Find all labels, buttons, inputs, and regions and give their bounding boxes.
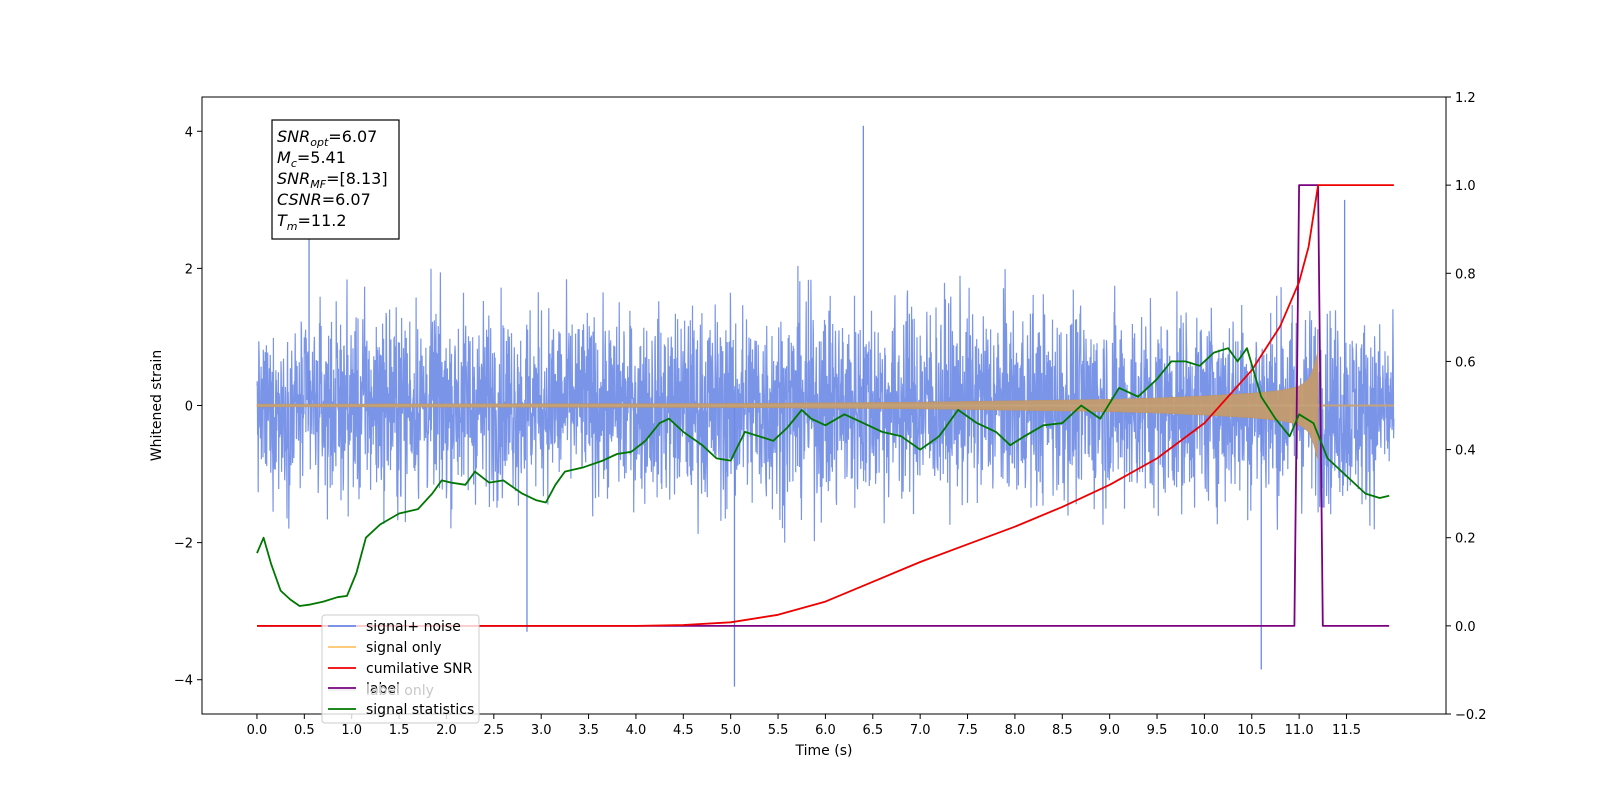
x-tick-label: 1.0 — [341, 723, 362, 738]
x-tick-label: 8.5 — [1052, 723, 1073, 738]
annotation-value: =[8.13] — [326, 169, 388, 188]
x-tick-label: 0.0 — [247, 723, 268, 738]
series-labelline — [257, 184, 1390, 627]
x-tick-label: 9.5 — [1147, 723, 1168, 738]
annotation-symbol: M — [277, 148, 291, 167]
legend-label: signal+ noise — [366, 619, 461, 635]
annotation-line: SNRMF=[8.13] — [277, 169, 388, 191]
series-signal-noise-line — [256, 265, 1395, 543]
x-tick-label: 8.0 — [1005, 723, 1026, 738]
y2-tick-label: 1.2 — [1455, 91, 1476, 106]
x-axis-label: Time (s) — [795, 743, 853, 759]
legend-label: label — [366, 681, 400, 697]
y-tick-label: 4 — [185, 125, 193, 140]
annotation-subscript: c — [291, 157, 297, 170]
x-tick-label: 11.5 — [1332, 723, 1361, 738]
legend: signal+ noise signal only cumilative SNR la… — [321, 614, 480, 724]
plot-area — [256, 125, 1395, 687]
y-tick-label: −4 — [174, 674, 193, 689]
annotation-line: Tm=11.2 — [277, 211, 347, 233]
y2-tick-label: 1.0 — [1455, 179, 1476, 194]
x-tick-label: 10.0 — [1190, 723, 1219, 738]
y-axis-label: Whitened strain — [149, 350, 165, 461]
legend-label: signal only — [366, 640, 441, 656]
x-tick-label: 4.5 — [673, 723, 694, 738]
annotation-value: =6.07 — [328, 127, 377, 146]
x-tick-label: 3.5 — [578, 723, 599, 738]
annotation-value: =11.2 — [298, 211, 347, 230]
x-tick-label: 10.5 — [1237, 723, 1266, 738]
series-signal-statisticsline — [256, 347, 1390, 607]
x-tick-label: 7.5 — [957, 723, 978, 738]
annotation-subscript: MF — [310, 178, 326, 191]
y-tick-label: −2 — [174, 537, 193, 552]
y2-tick-label: 0.0 — [1455, 620, 1476, 635]
x-tick-label: 6.5 — [862, 723, 883, 738]
annotation-value: =6.07 — [322, 190, 371, 209]
annotation-line: Mc=5.41 — [277, 148, 346, 170]
annotation-line: SNRopt=6.07 — [277, 127, 377, 149]
x-tick-label: 0.5 — [294, 723, 315, 738]
legend-frame — [321, 614, 480, 724]
y2-tick-label: 0.8 — [1455, 267, 1476, 282]
annotation-symbol: T — [277, 211, 288, 230]
annotation-subscript: opt — [310, 136, 329, 149]
x-tick-label: 1.5 — [389, 723, 410, 738]
x-tick-label: 5.5 — [768, 723, 789, 738]
x-tick-label: 7.0 — [910, 723, 931, 738]
x-tick-label: 4.0 — [626, 723, 647, 738]
x-tick-label: 11.0 — [1285, 723, 1314, 738]
x-tick-label: 2.5 — [483, 723, 504, 738]
y2-tick-label: 0.6 — [1455, 355, 1476, 370]
legend-label: label only — [366, 683, 434, 699]
y-tick-label: 0 — [185, 400, 193, 415]
annotation-value: =5.41 — [297, 148, 346, 167]
x-tick-label: 2.0 — [436, 723, 457, 738]
annotation-symbol: SNR — [277, 127, 310, 146]
x-tick-label: 9.0 — [1099, 723, 1120, 738]
y-tick-label: 2 — [185, 262, 193, 277]
axes: 0.0 0.5 1.0 1.5 2.0 2.5 3.0 3.5 4.0 4.5 5.0 5.5 6.0 6… — [149, 91, 1487, 759]
annotation-symbol: CSNR — [277, 190, 322, 209]
y2-tick-label: −0.2 — [1455, 708, 1487, 723]
series-cumilative-snrline — [257, 184, 1394, 627]
y2-tick-label: 0.2 — [1455, 532, 1476, 547]
legend-label: signal statistics — [366, 702, 474, 718]
x-tick-label: 3.0 — [531, 723, 552, 738]
annotation-frame — [271, 119, 400, 240]
annotation-box: SNRopt=6.07Mc=5.41SNRMF=[8.13]CSNR=6.07T… — [271, 119, 400, 240]
y2-tick-label: 0.4 — [1455, 444, 1476, 459]
x-tick-label: 6.0 — [815, 723, 836, 738]
annotation-subscript: m — [287, 220, 298, 233]
annotation-symbol: SNR — [277, 169, 310, 188]
annotation-line: CSNR=6.07 — [277, 190, 371, 209]
legend-label: cumilative SNR — [366, 661, 473, 677]
x-tick-label: 5.0 — [720, 723, 741, 738]
plot-content — [256, 125, 1395, 687]
